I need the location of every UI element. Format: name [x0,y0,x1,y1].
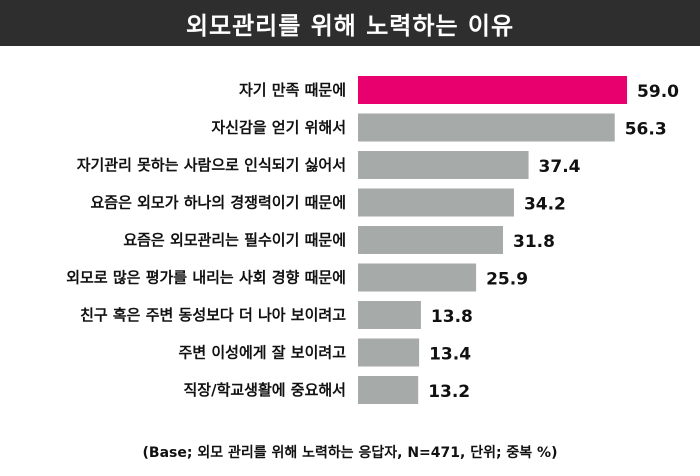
value-label: 13.8 [431,307,473,327]
chart-title: 외모관리를 위해 노력하는 이유 [185,11,515,40]
bar [358,301,421,329]
category-label: 요즘은 외모가 하나의 경쟁력이기 때문에 [91,194,347,212]
category-label: 자기 만족 때문에 [239,81,346,99]
value-label: 34.2 [524,195,566,215]
bar [358,188,514,217]
value-label: 56.3 [625,120,667,140]
value-label: 25.9 [486,270,528,290]
value-label: 13.4 [429,345,471,365]
bar [358,376,419,404]
value-label: 59.0 [637,82,679,102]
category-label: 자신감을 얻기 위해서 [211,119,346,137]
footnote: (Base; 외모 관리를 위해 노력하는 응답자, N=471, 단위; 중복… [142,445,558,461]
category-label: 외모로 많은 평가를 내리는 사회 경향 때문에 [66,269,346,287]
chart-title-bar: 외모관리를 위해 노력하는 이유 [0,0,700,46]
bar [358,338,420,367]
value-label: 37.4 [539,157,581,177]
category-label: 직장/학교생활에 중요해서 [183,381,346,399]
bar [358,263,477,292]
bar [358,113,615,142]
bar [358,76,628,104]
category-label: 친구 혹은 주변 동성보다 더 나아 보이려고 [80,306,346,324]
value-label: 13.2 [428,382,470,402]
category-label: 자기관리 못하는 사람으로 인식되기 싫어서 [77,156,346,174]
value-label: 31.8 [513,232,555,252]
category-label: 요즘은 외모관리는 필수이기 때문에 [123,231,346,249]
bar [358,226,504,254]
category-label: 주변 이성에게 잘 보이려고 [179,344,347,362]
bar [358,151,529,179]
bar-chart: 자기 만족 때문에 59.0 자신감을 얻기 위해서 56.3 자기관리 못하는 사람으… [66,76,679,404]
